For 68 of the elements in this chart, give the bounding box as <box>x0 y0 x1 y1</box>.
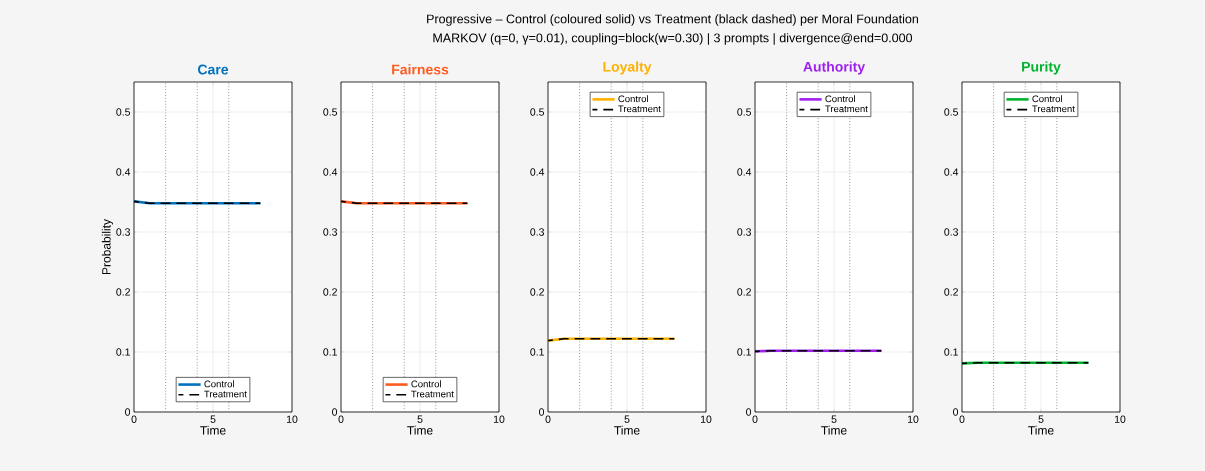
y-tick-label: 0.1 <box>737 348 751 356</box>
x-tick-label: 10 <box>1114 415 1126 423</box>
x-axis-title: Time <box>1028 425 1054 435</box>
x-tick-label: 0 <box>338 415 344 423</box>
x-tick-label: 5 <box>210 415 216 423</box>
y-tick-label: 0 <box>332 408 338 416</box>
legend-label: Treatment <box>204 390 247 398</box>
y-tick-label: 0.5 <box>323 108 338 116</box>
chart-title: Loyalty <box>603 61 652 75</box>
y-tick-label: 0.2 <box>323 288 337 296</box>
y-tick-label: 0.3 <box>944 228 959 236</box>
y-tick-label: 0 <box>746 408 752 416</box>
x-tick-label: 5 <box>624 415 630 423</box>
y-tick-label: 0 <box>539 408 545 416</box>
y-tick-label: 0.2 <box>530 288 544 296</box>
x-tick-label: 0 <box>959 415 965 423</box>
y-tick-label: 0 <box>125 408 131 416</box>
x-axis-title: Time <box>614 425 640 435</box>
y-tick-label: 0.5 <box>944 108 959 116</box>
legend-label: Control <box>825 95 855 103</box>
legend-label: Treatment <box>825 105 868 113</box>
legend-label: Control <box>411 380 441 388</box>
chart-title: Care <box>198 64 229 75</box>
y-tick-label: 0.4 <box>323 168 338 176</box>
y-axis-title: Probability <box>101 219 114 275</box>
y-tick-label: 0.2 <box>944 288 958 296</box>
y-tick-label: 0.3 <box>323 228 338 236</box>
x-tick-label: 0 <box>545 415 551 423</box>
y-tick-label: 0.5 <box>737 108 752 116</box>
y-tick-label: 0.4 <box>737 168 752 176</box>
x-tick-label: 0 <box>131 415 137 423</box>
y-tick-label: 0.2 <box>116 288 130 296</box>
x-axis-title: Time <box>200 425 226 435</box>
text: MARKOV (q=0, γ=0.01), coupling=block(w=0.30) | 3 prompts | divergence@end=0.000 <box>433 33 913 45</box>
y-tick-label: 0.1 <box>116 348 130 356</box>
x-tick-label: 5 <box>417 415 423 423</box>
chart-title: Authority <box>803 61 866 75</box>
y-tick-label: 0.1 <box>323 348 337 356</box>
y-tick-label: 0.4 <box>944 168 959 176</box>
x-tick-label: 5 <box>831 415 837 423</box>
x-tick-label: 10 <box>286 415 298 423</box>
x-axis-title: Time <box>821 425 847 435</box>
y-tick-label: 0.4 <box>116 168 131 176</box>
chart-title: Purity <box>1022 61 1061 75</box>
x-tick-label: 10 <box>493 415 505 423</box>
legend-label: Treatment <box>1032 105 1075 113</box>
y-tick-label: 0.1 <box>530 348 544 356</box>
legend-label: Treatment <box>618 105 661 113</box>
y-tick-label: 0.4 <box>530 168 545 176</box>
legend-label: Control <box>1032 95 1062 103</box>
x-tick-label: 0 <box>752 415 758 423</box>
legend-label: Treatment <box>411 390 454 398</box>
x-axis-title: Time <box>407 425 433 435</box>
chart-title: Fairness <box>392 64 449 75</box>
y-tick-label: 0.3 <box>530 228 545 236</box>
y-tick-label: 0.2 <box>737 288 751 296</box>
x-tick-label: 10 <box>907 415 919 423</box>
x-tick-label: 10 <box>700 415 712 423</box>
text: Progressive – Control (coloured solid) vs Treatment (black dashed) per Moral Foundation <box>427 14 919 26</box>
y-tick-label: 0 <box>953 408 959 416</box>
y-tick-label: 0.1 <box>944 348 958 356</box>
y-tick-label: 0.5 <box>116 108 131 116</box>
y-tick-label: 0.5 <box>530 108 545 116</box>
y-tick-label: 0.3 <box>737 228 752 236</box>
legend-label: Control <box>204 380 234 388</box>
x-tick-label: 5 <box>1038 415 1044 423</box>
legend-label: Control <box>618 95 648 103</box>
y-tick-label: 0.3 <box>116 228 131 236</box>
